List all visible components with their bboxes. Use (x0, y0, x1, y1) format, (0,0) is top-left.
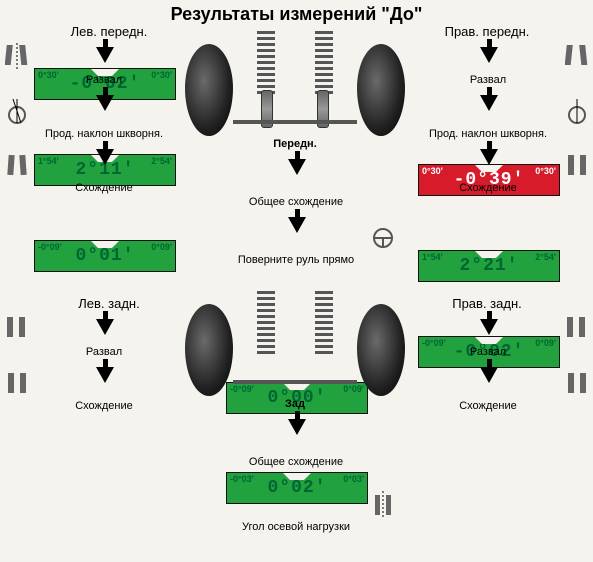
label-caster: Прод. наклон шкворня. (34, 128, 174, 140)
toe-icon (564, 368, 590, 398)
arrow-icon (96, 141, 114, 165)
label-toe: Схождение (418, 400, 558, 412)
label-camber: Развал (34, 346, 174, 358)
label-total-toe: Общее схождение (226, 456, 366, 468)
label-front: Передн. (240, 138, 350, 150)
camber-icon (4, 314, 30, 344)
label-camber: Развал (418, 74, 558, 86)
label-front-right: Прав. передн. (432, 24, 542, 39)
label-rear-left: Лев. задн. (54, 296, 164, 311)
arrow-icon (480, 87, 498, 111)
label-thrust: Угол осевой нагрузки (206, 521, 386, 533)
arrow-icon (96, 87, 114, 111)
label-front-left: Лев. передн. (54, 24, 164, 39)
label-caster: Прод. наклон шкворня. (418, 128, 558, 140)
label-camber: Развал (418, 346, 558, 358)
rear-axle-diagram (185, 290, 405, 400)
camber-icon (4, 42, 30, 72)
arrow-icon (288, 151, 306, 175)
label-rear: Зад (240, 398, 350, 410)
arrow-icon (288, 411, 306, 435)
caster-icon (4, 96, 30, 126)
label-steer-straight: Поверните руль прямо (206, 254, 386, 266)
arrow-icon (480, 39, 498, 63)
arrow-icon (96, 311, 114, 335)
camber-icon (564, 314, 590, 344)
steering-icon (370, 223, 396, 253)
label-toe: Схождение (34, 400, 174, 412)
measurement-steer-straight: -0°03' 0°03' 0°02' (226, 472, 368, 504)
label-camber: Развал (34, 74, 174, 86)
arrow-icon (288, 209, 306, 233)
toe-icon (4, 150, 30, 180)
label-toe: Схождение (34, 182, 174, 194)
arrow-icon (480, 311, 498, 335)
arrow-icon (96, 359, 114, 383)
measurement-fr-caster: 1°54' 2°54' 2°21' (418, 250, 560, 282)
caster-icon (564, 96, 590, 126)
front-axle-diagram (185, 30, 405, 140)
arrow-icon (480, 141, 498, 165)
toe-icon (564, 150, 590, 180)
thrust-icon (370, 490, 396, 520)
label-total-toe: Общее схождение (226, 196, 366, 208)
arrow-icon (480, 359, 498, 383)
toe-icon (4, 368, 30, 398)
label-toe: Схождение (418, 182, 558, 194)
measurement-fl-toe: -0°09' 0°09' 0°01' (34, 240, 176, 272)
label-rear-right: Прав. задн. (432, 296, 542, 311)
page-title: Результаты измерений "До" (0, 0, 593, 25)
arrow-icon (96, 39, 114, 63)
camber-icon (564, 42, 590, 72)
